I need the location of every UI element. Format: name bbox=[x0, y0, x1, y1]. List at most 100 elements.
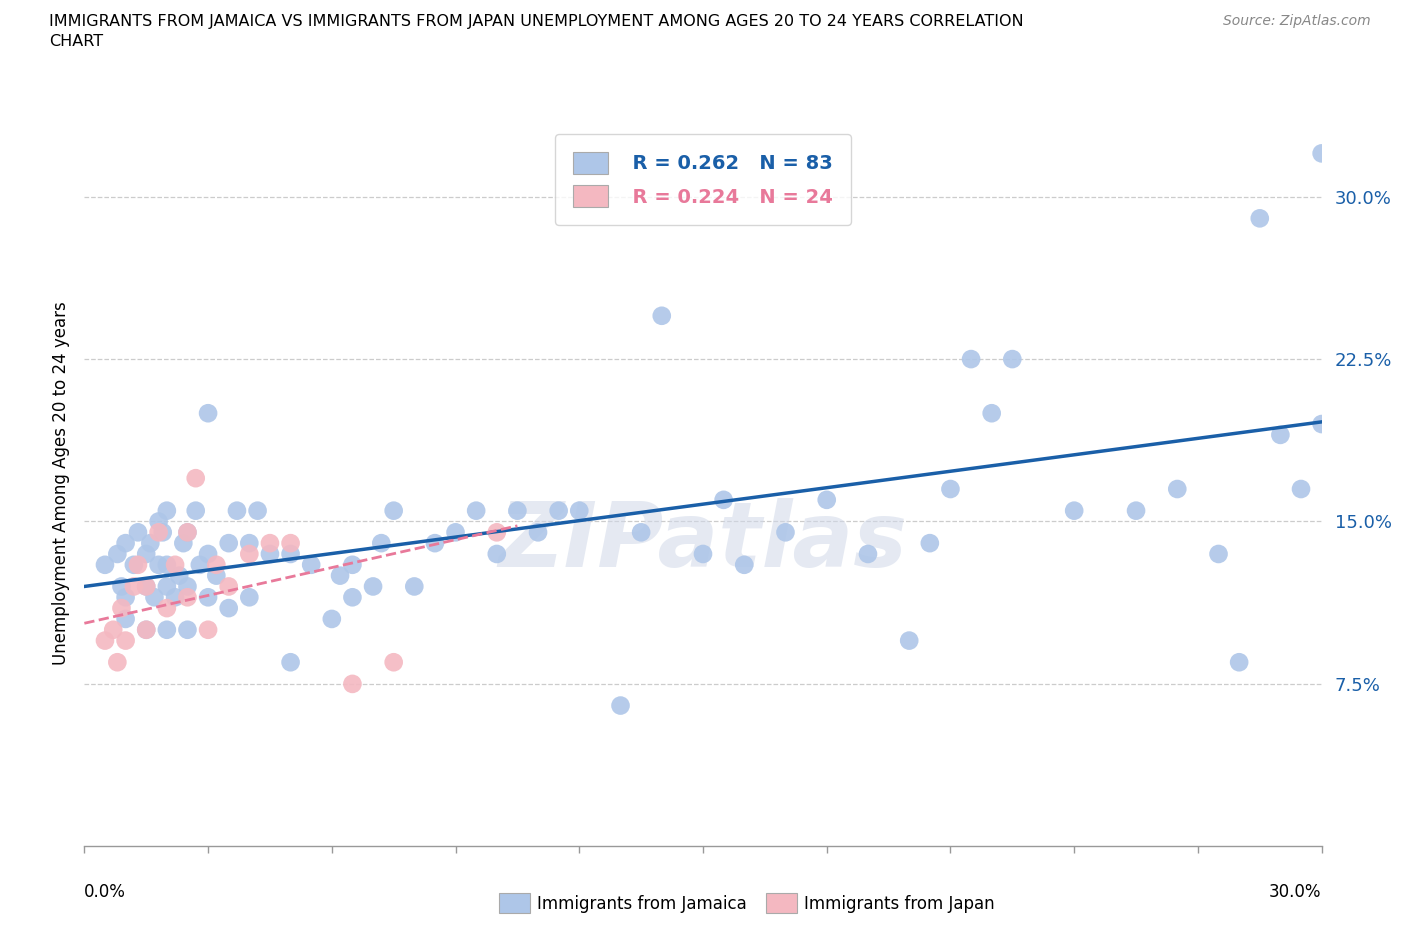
Point bbox=[188, 557, 211, 572]
Point bbox=[127, 525, 149, 539]
Point bbox=[1125, 503, 1147, 518]
Point bbox=[156, 557, 179, 572]
Point bbox=[156, 503, 179, 518]
Point bbox=[370, 536, 392, 551]
Point bbox=[630, 525, 652, 539]
Point bbox=[135, 579, 157, 594]
Point bbox=[127, 557, 149, 572]
Text: 0.0%: 0.0% bbox=[84, 883, 127, 900]
Point bbox=[105, 655, 128, 670]
Point bbox=[238, 590, 260, 604]
Point bbox=[114, 590, 136, 604]
Point bbox=[527, 525, 550, 539]
Point bbox=[176, 525, 198, 539]
Point bbox=[172, 536, 194, 551]
Point bbox=[1001, 352, 1024, 366]
Point bbox=[218, 536, 240, 551]
Point bbox=[197, 547, 219, 562]
Point bbox=[226, 503, 249, 518]
Point bbox=[184, 503, 207, 518]
Point bbox=[167, 568, 190, 583]
Point bbox=[218, 579, 240, 594]
Point bbox=[103, 622, 125, 637]
Point bbox=[197, 622, 219, 637]
Point bbox=[898, 633, 921, 648]
Point bbox=[692, 547, 714, 562]
Text: CHART: CHART bbox=[49, 34, 103, 49]
Point bbox=[568, 503, 591, 518]
Point bbox=[156, 579, 179, 594]
Point bbox=[197, 590, 219, 604]
Legend:   R = 0.262   N = 83,   R = 0.224   N = 24: R = 0.262 N = 83, R = 0.224 N = 24 bbox=[555, 134, 851, 225]
Point bbox=[176, 579, 198, 594]
Point bbox=[423, 536, 446, 551]
Point bbox=[939, 482, 962, 497]
Point bbox=[506, 503, 529, 518]
Point bbox=[184, 471, 207, 485]
Point bbox=[465, 503, 488, 518]
Point bbox=[148, 525, 170, 539]
Point bbox=[280, 536, 302, 551]
Point bbox=[280, 547, 302, 562]
Point bbox=[259, 536, 281, 551]
Point bbox=[299, 557, 322, 572]
Point bbox=[361, 579, 384, 594]
Text: Source: ZipAtlas.com: Source: ZipAtlas.com bbox=[1223, 14, 1371, 28]
Point bbox=[135, 622, 157, 637]
Point bbox=[176, 525, 198, 539]
Point bbox=[148, 514, 170, 529]
Point bbox=[135, 622, 157, 637]
Point bbox=[382, 655, 405, 670]
Text: IMMIGRANTS FROM JAMAICA VS IMMIGRANTS FROM JAPAN UNEMPLOYMENT AMONG AGES 20 TO 2: IMMIGRANTS FROM JAMAICA VS IMMIGRANTS FR… bbox=[49, 14, 1024, 29]
Point bbox=[1227, 655, 1250, 670]
Point bbox=[105, 547, 128, 562]
Point bbox=[135, 579, 157, 594]
Point bbox=[960, 352, 983, 366]
Point bbox=[122, 557, 145, 572]
Point bbox=[238, 536, 260, 551]
Point bbox=[485, 547, 508, 562]
Text: ZIPatlas: ZIPatlas bbox=[499, 498, 907, 586]
Point bbox=[156, 601, 179, 616]
Point bbox=[342, 590, 364, 604]
Point bbox=[205, 568, 228, 583]
Point bbox=[94, 633, 117, 648]
Y-axis label: Unemployment Among Ages 20 to 24 years: Unemployment Among Ages 20 to 24 years bbox=[52, 301, 70, 666]
Point bbox=[485, 525, 508, 539]
Point bbox=[152, 525, 174, 539]
Point bbox=[148, 557, 170, 572]
Point bbox=[114, 633, 136, 648]
Point bbox=[280, 655, 302, 670]
Point bbox=[176, 590, 198, 604]
Point bbox=[1063, 503, 1085, 518]
Point bbox=[110, 601, 132, 616]
Point bbox=[143, 590, 166, 604]
Point bbox=[114, 612, 136, 627]
Point bbox=[259, 547, 281, 562]
Point bbox=[246, 503, 269, 518]
Point bbox=[547, 503, 569, 518]
Point bbox=[444, 525, 467, 539]
Point bbox=[1249, 211, 1271, 226]
Point bbox=[1310, 417, 1333, 432]
Point bbox=[238, 547, 260, 562]
Point bbox=[122, 579, 145, 594]
Point bbox=[404, 579, 426, 594]
Text: 30.0%: 30.0% bbox=[1270, 883, 1322, 900]
Point bbox=[342, 557, 364, 572]
Point bbox=[815, 492, 838, 507]
Text: Immigrants from Japan: Immigrants from Japan bbox=[804, 895, 995, 913]
Point bbox=[1289, 482, 1312, 497]
Point bbox=[775, 525, 797, 539]
Point bbox=[156, 622, 179, 637]
Point bbox=[382, 503, 405, 518]
Point bbox=[321, 612, 343, 627]
Point bbox=[176, 622, 198, 637]
Point bbox=[1166, 482, 1188, 497]
Point bbox=[139, 536, 162, 551]
Point bbox=[197, 405, 219, 420]
Point bbox=[165, 590, 187, 604]
Point bbox=[1310, 146, 1333, 161]
Point bbox=[165, 557, 187, 572]
Text: Immigrants from Jamaica: Immigrants from Jamaica bbox=[537, 895, 747, 913]
